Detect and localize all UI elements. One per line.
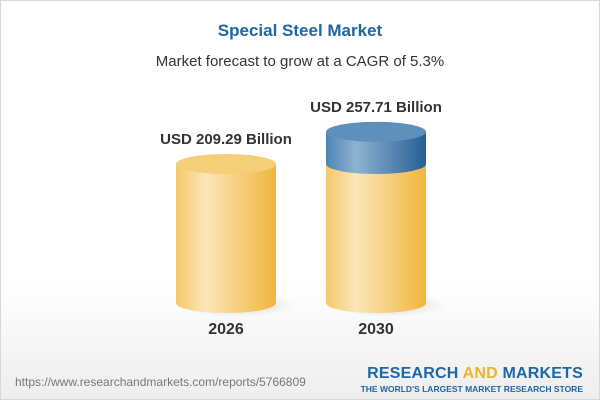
- cylinder-chart: USD 209.29 Billion 2026 USD 257.71 Billion…: [160, 99, 446, 338]
- value-label: USD 209.29 Billion: [160, 131, 292, 148]
- cylinder-body-2030: [326, 164, 426, 313]
- chart-title: Special Steel Market: [217, 21, 383, 40]
- cylinder-body-2026: [176, 164, 276, 313]
- cylinder-top-2026: [176, 154, 276, 174]
- logo-tagline: THE WORLD'S LARGEST MARKET RESEARCH STOR…: [360, 384, 583, 394]
- cylinder-growth-2030: [326, 131, 426, 174]
- category-label: 2030: [358, 321, 394, 338]
- research-and-markets-logo: RESEARCH AND MARKETS THE WORLD'S LARGEST…: [361, 365, 583, 394]
- value-label: USD 257.71 Billion: [310, 99, 442, 116]
- logo-text-and: AND: [462, 365, 498, 382]
- source-url[interactable]: https://www.researchandmarkets.com/repor…: [15, 375, 306, 389]
- logo-text: RESEARCH: [367, 365, 463, 382]
- cylinder-top-2030: [326, 121, 426, 142]
- category-label: 2026: [208, 321, 244, 338]
- chart-subtitle: Market forecast to grow at a CAGR of 5.3…: [155, 53, 445, 70]
- logo-text-markets: MARKETS: [497, 365, 583, 382]
